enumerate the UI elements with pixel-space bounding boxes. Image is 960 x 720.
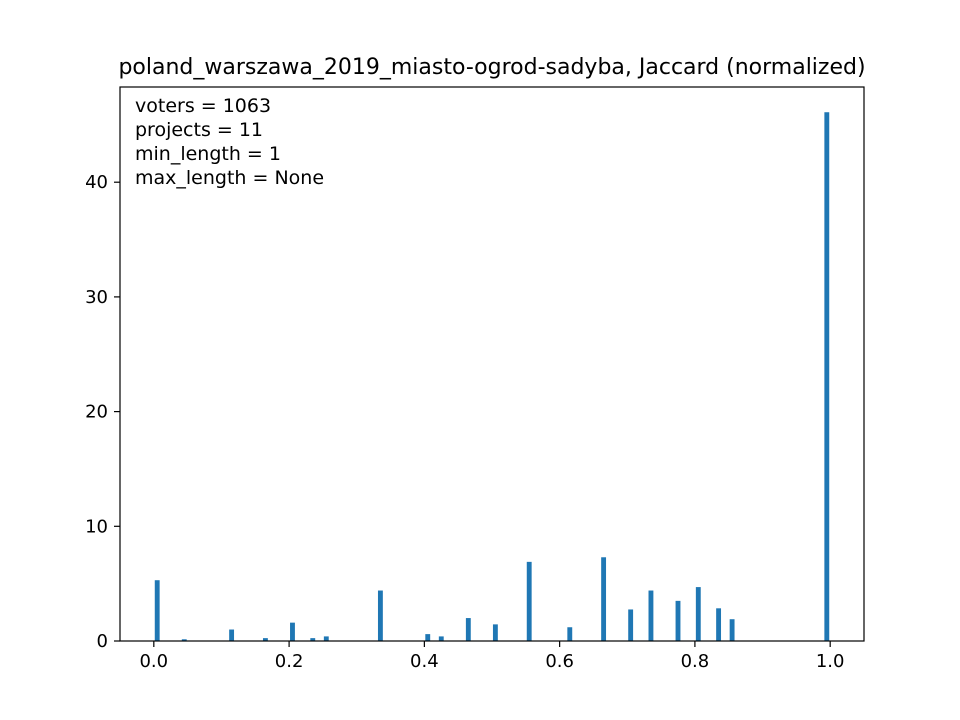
x-tick-label: 0.4 <box>410 651 439 672</box>
histogram-bar <box>377 590 383 641</box>
x-tick-label: 1.0 <box>816 651 845 672</box>
histogram-bar <box>262 638 268 641</box>
bars-layer <box>154 112 830 642</box>
y-tick-label: 10 <box>85 516 108 537</box>
y-axis: 0 10 20 30 40 <box>85 172 120 652</box>
histogram-bar <box>729 619 735 641</box>
histogram-bar <box>675 600 681 641</box>
x-tick-label: 0.6 <box>545 651 574 672</box>
annotation-min-length: min_length = 1 <box>135 143 281 165</box>
y-tick-label: 30 <box>85 287 108 308</box>
histogram-bar <box>567 627 573 641</box>
y-tick-label: 40 <box>85 172 108 193</box>
histogram-bar <box>425 634 431 641</box>
y-tick-label: 0 <box>97 631 108 652</box>
histogram-bar <box>310 638 316 641</box>
histogram-bar <box>465 618 471 641</box>
x-tick-label: 0.2 <box>275 651 304 672</box>
histogram-bar <box>154 580 160 641</box>
chart-title: poland_warszawa_2019_miasto-ogrod-sadyba… <box>118 55 865 80</box>
histogram-bar <box>716 608 722 641</box>
annotation-voters: voters = 1063 <box>135 95 271 117</box>
histogram-bar <box>648 590 654 641</box>
histogram-bar <box>229 629 235 641</box>
histogram-bar <box>526 561 532 641</box>
histogram-bar <box>824 112 830 642</box>
histogram-bar <box>323 636 329 641</box>
stats-annotation: voters = 1063 projects = 11 min_length =… <box>135 95 324 189</box>
plot-frame <box>119 86 865 642</box>
y-tick-label: 20 <box>85 402 108 423</box>
x-tick-label: 0.8 <box>681 651 710 672</box>
histogram-bar <box>492 624 498 641</box>
annotation-projects: projects = 11 <box>135 119 263 141</box>
histogram-bar <box>695 587 701 641</box>
histogram-bar <box>290 622 295 641</box>
histogram-bar <box>601 557 607 641</box>
histogram-bar <box>181 639 187 641</box>
x-tick-label: 0.0 <box>139 651 168 672</box>
histogram-bar <box>438 636 444 641</box>
annotation-max-length: max_length = None <box>135 167 324 189</box>
histogram-bar <box>628 609 634 641</box>
x-axis: 0.0 0.2 0.4 0.6 0.8 1.0 <box>139 641 845 672</box>
